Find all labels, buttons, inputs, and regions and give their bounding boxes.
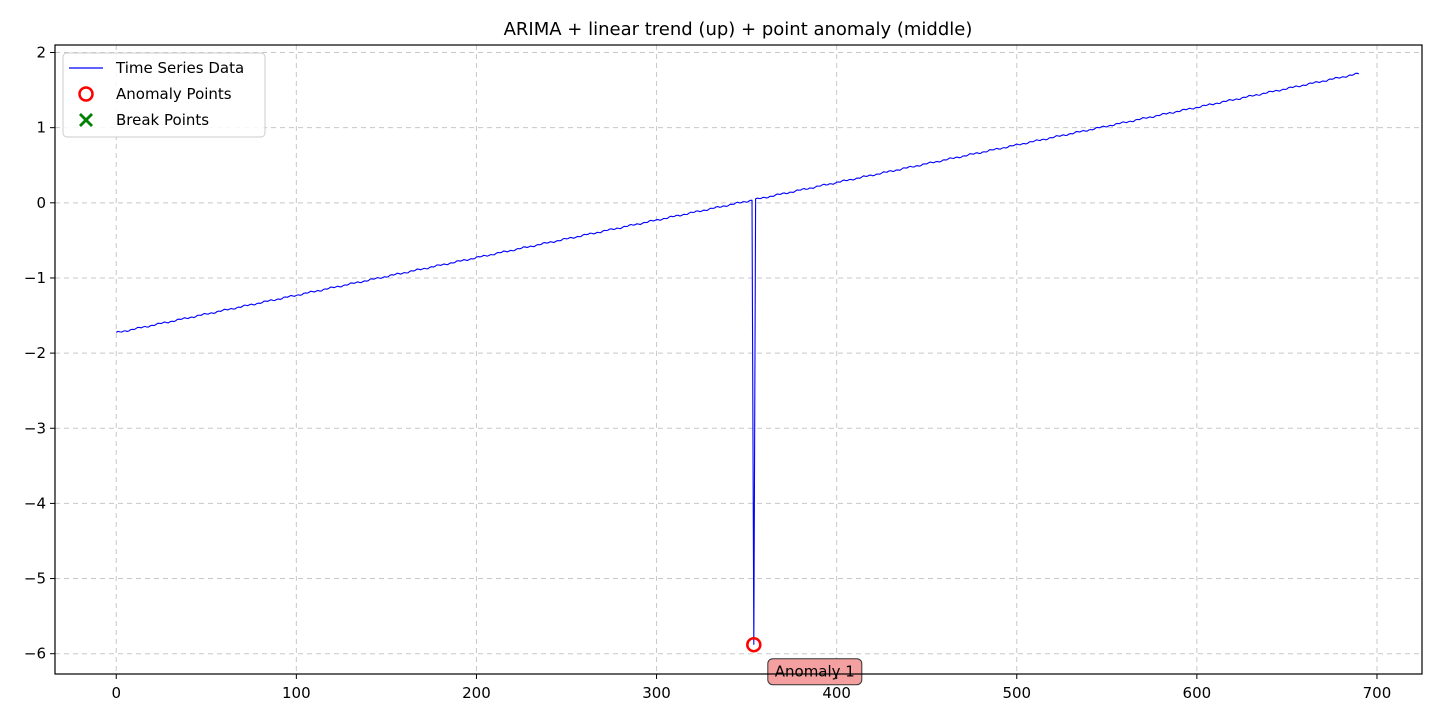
x-tick-label: 700	[1363, 684, 1392, 702]
y-tick-label: −5	[24, 570, 46, 588]
anomaly-label: Anomaly 1	[775, 663, 855, 681]
x-tick-label: 300	[642, 684, 671, 702]
x-tick-label: 600	[1183, 684, 1212, 702]
series-layer	[115, 72, 1360, 645]
x-icon-stroke	[79, 113, 93, 127]
legend-box	[62, 52, 266, 138]
x-tick-label: 100	[282, 684, 311, 702]
y-tick-label: −6	[24, 645, 46, 663]
chart-title: ARIMA + linear trend (up) + point anomal…	[504, 19, 973, 40]
y-tick-label: 2	[36, 44, 46, 62]
anomaly-label-box	[767, 658, 863, 686]
x-tick-label: 500	[1002, 684, 1031, 702]
legend: Time Series Data Anomaly Points Break Poin…	[62, 52, 266, 138]
y-tick-label: −1	[24, 269, 46, 287]
series-line-time-series-data	[115, 72, 1360, 645]
legend-label: Anomaly Points	[116, 85, 232, 103]
y-tick-label: −2	[24, 344, 46, 362]
plot-frame	[54, 44, 1423, 675]
anomaly-point-marker	[746, 636, 762, 653]
grid-lines	[55, 45, 1422, 674]
x-tick-label: 400	[822, 684, 851, 702]
y-tick-label: 1	[36, 119, 46, 137]
x-icon	[79, 113, 93, 127]
legend-label: Break Points	[116, 111, 209, 129]
tick-layer: 0 100 200 300 400 500 600 700 2 1 0 −1 −2 −3 −4 −5 −6	[24, 44, 1391, 702]
circle-icon	[78, 86, 94, 102]
x-tick-label: 200	[462, 684, 491, 702]
y-tick-label: 0	[36, 194, 46, 212]
x-tick-label: 0	[111, 684, 121, 702]
y-tick-label: −3	[24, 419, 46, 437]
marker-layer: Anomaly 1	[746, 636, 863, 686]
y-tick-label: −4	[24, 494, 46, 512]
legend-label: Time Series Data	[115, 59, 244, 77]
